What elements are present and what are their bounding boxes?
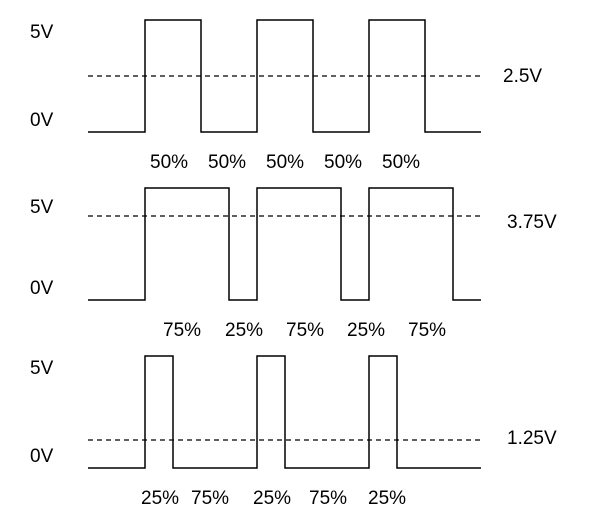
duty-label: 50% [150, 152, 188, 173]
duty-label: 25% [368, 488, 406, 509]
square-wave [88, 355, 481, 469]
average-voltage-label: 2.5V [503, 66, 542, 87]
square-wave [88, 19, 481, 133]
duty-label: 75% [309, 488, 347, 509]
duty-label: 75% [191, 488, 229, 509]
duty-label: 25% [253, 488, 291, 509]
average-voltage-label: 3.75V [507, 212, 557, 233]
low-voltage-label: 0V [30, 446, 54, 467]
duty-label: 75% [408, 320, 446, 341]
square-wave [88, 187, 481, 301]
high-voltage-label: 5V [30, 22, 54, 43]
duty-label: 25% [347, 320, 385, 341]
duty-label: 50% [324, 152, 362, 173]
duty-label: 75% [286, 320, 324, 341]
panel-50-percent: 5V 0V 2.5V 50% 50% 50% 50% 50% [30, 19, 542, 173]
average-voltage-label: 1.25V [507, 428, 557, 449]
panel-25-percent: 5V 0V 1.25V 25% 75% 25% 75% 25% [30, 355, 557, 509]
low-voltage-label: 0V [30, 110, 54, 131]
duty-label: 25% [225, 320, 263, 341]
duty-label: 50% [382, 152, 420, 173]
high-voltage-label: 5V [30, 197, 54, 218]
high-voltage-label: 5V [30, 358, 54, 379]
low-voltage-label: 0V [30, 278, 54, 299]
duty-label: 50% [208, 152, 246, 173]
duty-label: 50% [266, 152, 304, 173]
panel-75-percent: 5V 0V 3.75V 75% 25% 75% 25% 75% [30, 187, 557, 341]
duty-label: 25% [141, 488, 179, 509]
duty-label: 75% [163, 320, 201, 341]
